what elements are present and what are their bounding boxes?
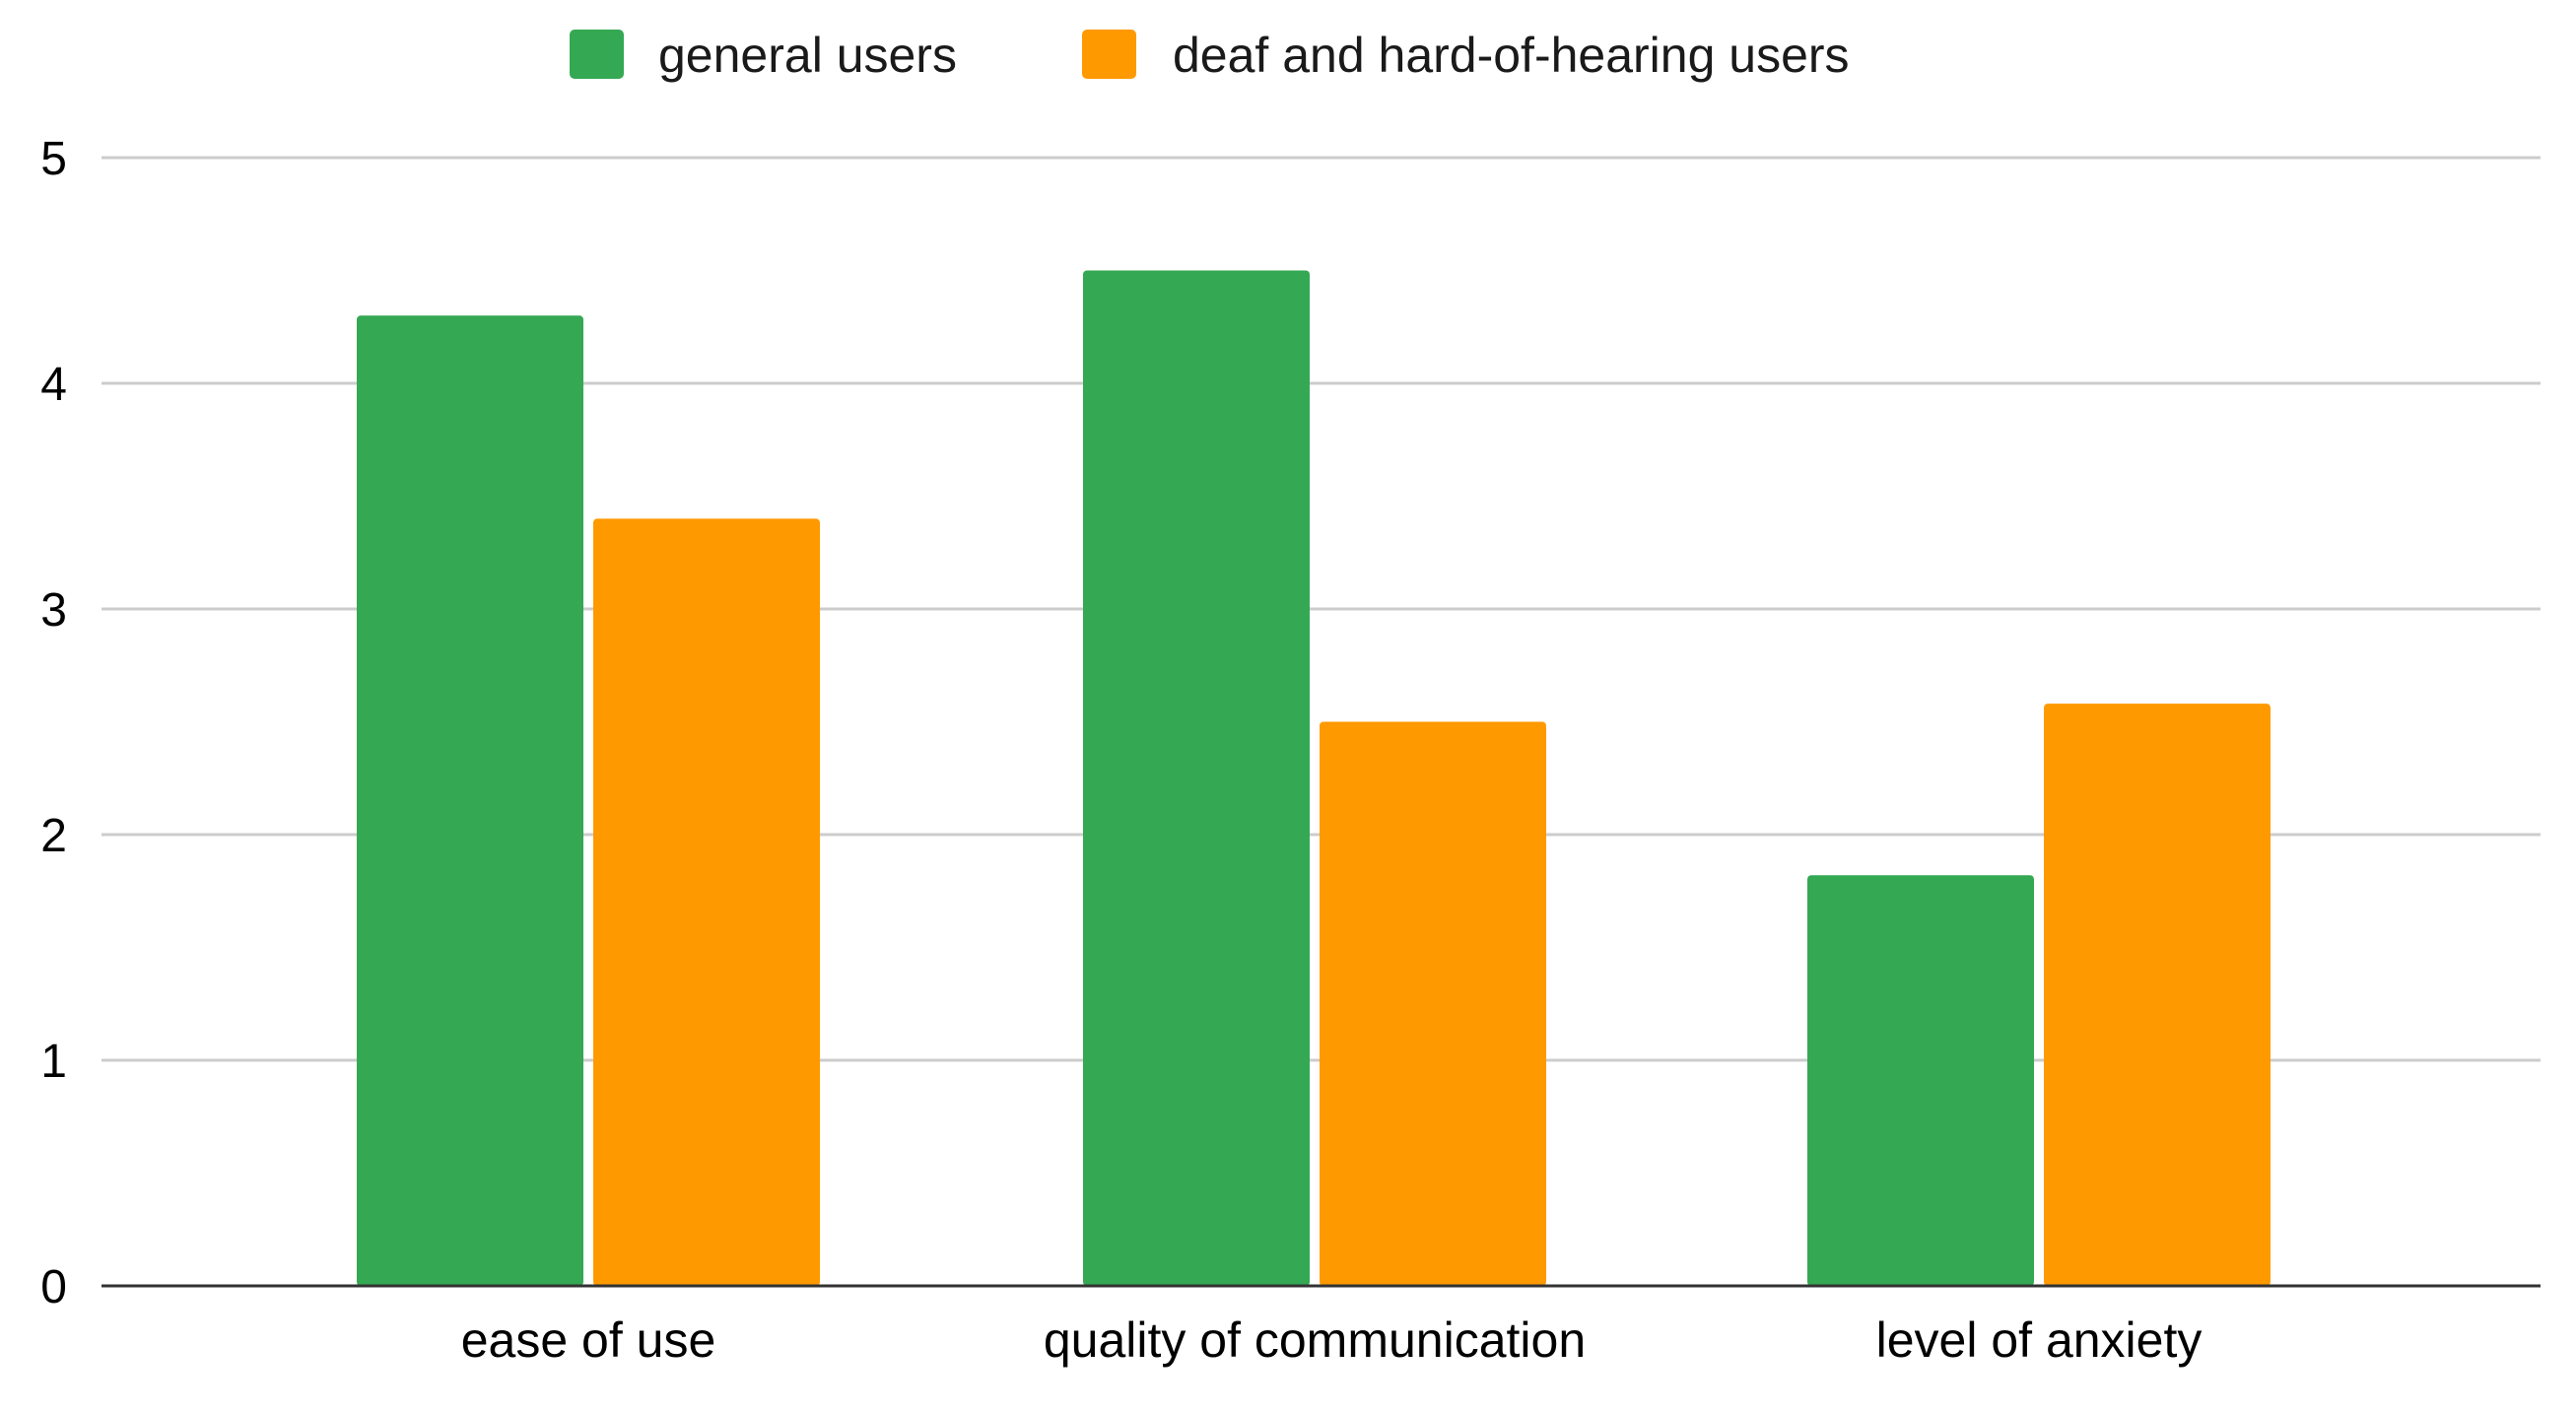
legend-swatch-deaf-hard-of-hearing-users [1082, 30, 1136, 79]
legend-label-deaf-hard-of-hearing-users: deaf and hard-of-hearing users [1173, 28, 1850, 83]
y-tick-label-2: 2 [40, 810, 67, 862]
y-tick-label-0: 0 [40, 1261, 67, 1313]
legend-label-general-users: general users [658, 28, 957, 83]
x-tick-label-ease-of-use: ease of use [461, 1312, 716, 1368]
y-tick-label-4: 4 [40, 359, 67, 411]
bar-level-of-anxiety-deaf-and-hard-of-hearing-users [2044, 704, 2271, 1286]
bars [357, 270, 2271, 1286]
x-axis-labels: ease of use quality of communication level… [461, 1312, 2203, 1368]
y-tick-label-5: 5 [40, 133, 67, 185]
bar-quality-of-communication-deaf-and-hard-of-hearing-users [1320, 721, 1546, 1286]
bar-ease-of-use-deaf-and-hard-of-hearing-users [593, 518, 820, 1286]
bar-ease-of-use-general-users [357, 315, 583, 1286]
y-tick-label-3: 3 [40, 584, 67, 637]
y-axis-ticks: 0 1 2 3 4 5 [40, 133, 67, 1313]
legend-swatch-general-users [570, 30, 624, 79]
legend: general users deaf and hard-of-hearing u… [570, 28, 1850, 83]
x-tick-label-quality-of-communication: quality of communication [1044, 1312, 1586, 1368]
x-tick-label-level-of-anxiety: level of anxiety [1876, 1312, 2203, 1368]
bar-level-of-anxiety-general-users [1807, 875, 2034, 1286]
bar-quality-of-communication-general-users [1083, 270, 1310, 1286]
y-tick-label-1: 1 [40, 1036, 67, 1088]
